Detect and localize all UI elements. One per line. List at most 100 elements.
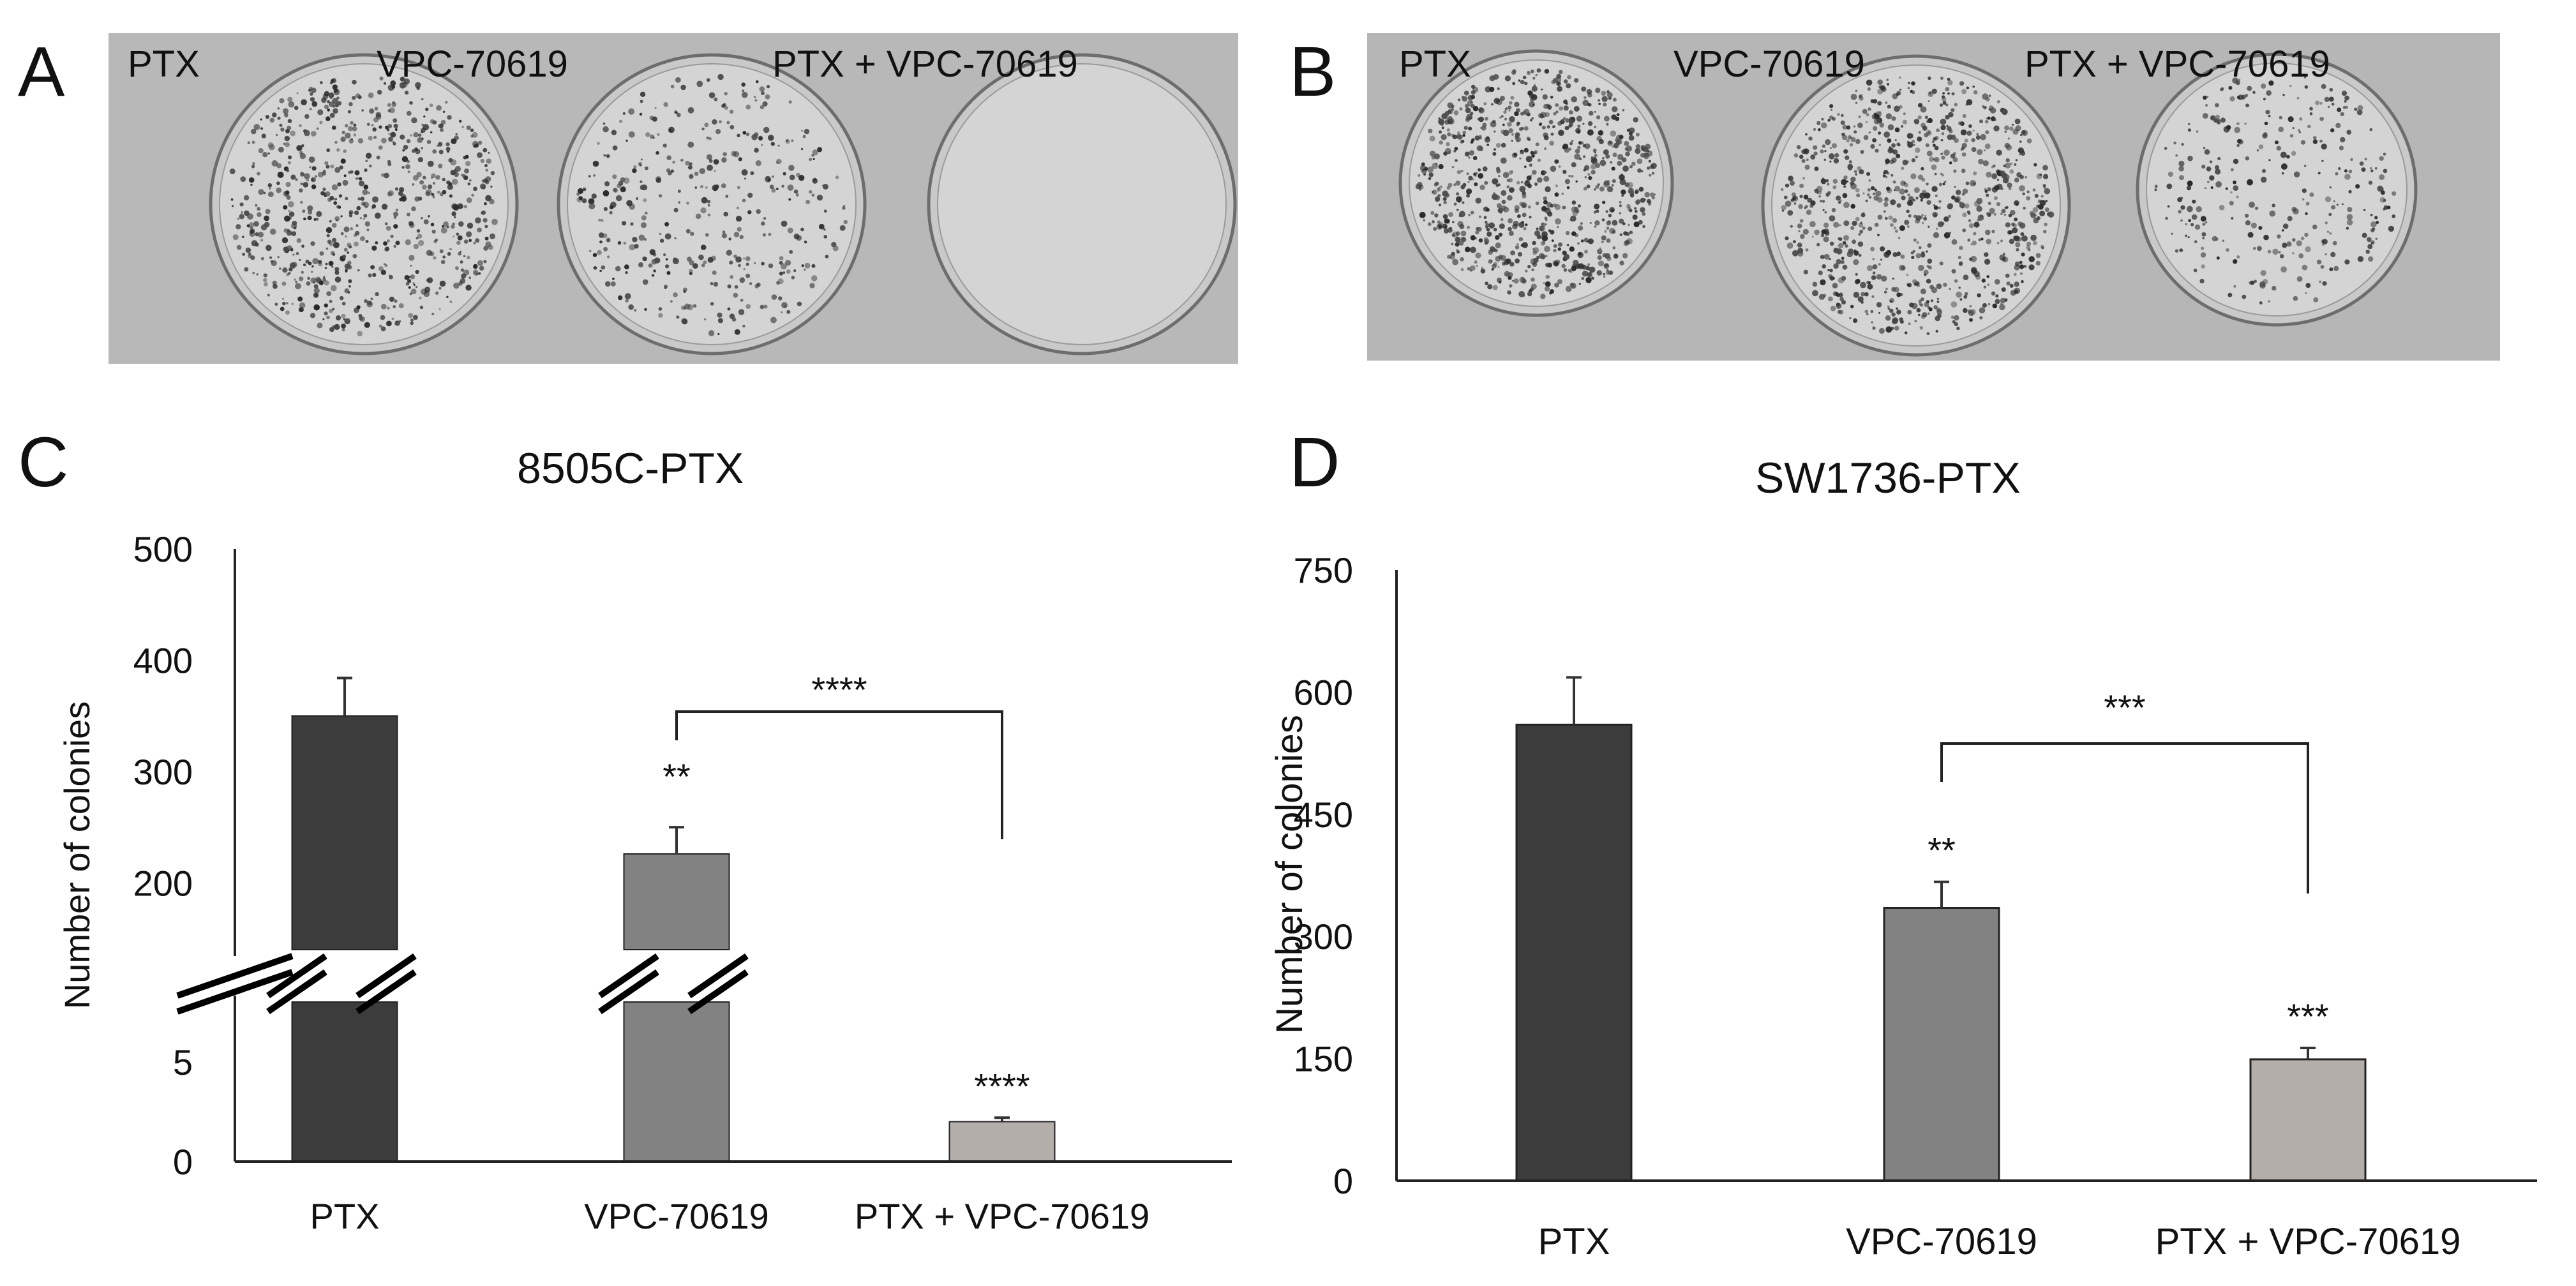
colony: [703, 260, 707, 264]
colony: [1609, 207, 1615, 213]
colony: [1823, 236, 1829, 243]
colony: [673, 292, 678, 297]
colony: [1878, 311, 1880, 314]
colony: [2341, 203, 2344, 206]
colony: [2330, 251, 2336, 257]
colony: [2016, 172, 2022, 177]
colony: [344, 264, 350, 269]
colony: [473, 264, 478, 269]
colony: [1925, 143, 1929, 147]
colony: [291, 303, 294, 305]
colony: [1582, 271, 1589, 277]
colony: [274, 303, 278, 306]
colony: [2044, 188, 2051, 195]
axis-break-mark: [176, 953, 294, 999]
colony: [2249, 201, 2255, 208]
colony: [1823, 294, 1827, 297]
colony: [754, 99, 758, 102]
colony: [1619, 218, 1624, 224]
colony: [1552, 260, 1559, 266]
colony: [288, 209, 290, 213]
colony: [1833, 263, 1839, 269]
colony: [398, 320, 401, 323]
colony: [1958, 287, 1961, 289]
colony: [771, 188, 776, 193]
colony: [1992, 303, 1998, 309]
colony: [2312, 224, 2318, 230]
colony: [1534, 182, 1538, 186]
colony: [1842, 124, 1848, 130]
colony: [315, 175, 317, 178]
colony: [672, 258, 679, 265]
colony: [306, 178, 310, 182]
colony: [670, 169, 674, 173]
colony: [1619, 174, 1625, 181]
colony: [1947, 134, 1953, 140]
colony: [1868, 179, 1871, 182]
colony: [1456, 250, 1460, 254]
colony: [2207, 181, 2210, 184]
colony: [1537, 158, 1541, 162]
colony: [2021, 130, 2026, 135]
break-mark: [598, 969, 659, 1015]
colony: [1959, 246, 1963, 250]
colony: [329, 112, 335, 118]
colony: [1513, 278, 1519, 284]
colony: [2001, 209, 2006, 214]
colony: [374, 107, 378, 111]
colony: [2044, 222, 2048, 227]
colony: [267, 152, 270, 155]
colony: [1949, 232, 1951, 235]
colony: [395, 241, 400, 246]
colony: [406, 213, 410, 217]
colony: [2000, 187, 2003, 190]
colony: [677, 190, 681, 193]
colony: [437, 190, 440, 194]
colony: [455, 133, 458, 135]
colony: [474, 143, 479, 148]
colony: [1907, 142, 1913, 148]
colony: [1488, 222, 1495, 229]
colony: [1850, 181, 1854, 186]
colony: [343, 248, 348, 252]
colony: [479, 265, 484, 271]
colony: [1575, 180, 1578, 183]
colony: [475, 238, 480, 243]
colony: [1927, 243, 1932, 248]
colony: [726, 121, 730, 124]
colony: [2359, 161, 2364, 166]
colony: [723, 152, 727, 156]
colony: [721, 104, 726, 108]
colony: [1456, 196, 1462, 202]
colony: [285, 190, 290, 195]
colony: [340, 215, 343, 218]
colony: [1906, 200, 1913, 206]
colony: [1912, 279, 1917, 284]
colony: [365, 239, 369, 243]
colony: [1993, 213, 1996, 216]
significance-bracket: [1940, 742, 2309, 893]
colony: [300, 182, 303, 186]
colony: [623, 177, 630, 184]
colony: [1565, 230, 1570, 236]
colony: [1591, 163, 1596, 170]
colony: [1635, 189, 1639, 193]
colony: [2338, 167, 2341, 170]
colony: [1868, 131, 1871, 134]
colony: [701, 263, 705, 267]
colony: [1920, 106, 1927, 113]
colony: [262, 152, 268, 158]
colony: [2005, 158, 2010, 163]
colony: [1880, 85, 1885, 91]
colony: [652, 137, 655, 139]
colony: [1523, 108, 1530, 116]
colony: [2247, 232, 2254, 238]
colony: [1853, 250, 1859, 256]
colony: [1470, 235, 1476, 241]
colony: [1626, 146, 1632, 152]
colony: [1866, 79, 1873, 86]
colony: [1495, 184, 1499, 187]
colony: [793, 269, 797, 273]
colony: [458, 204, 463, 209]
colony: [2291, 151, 2296, 156]
